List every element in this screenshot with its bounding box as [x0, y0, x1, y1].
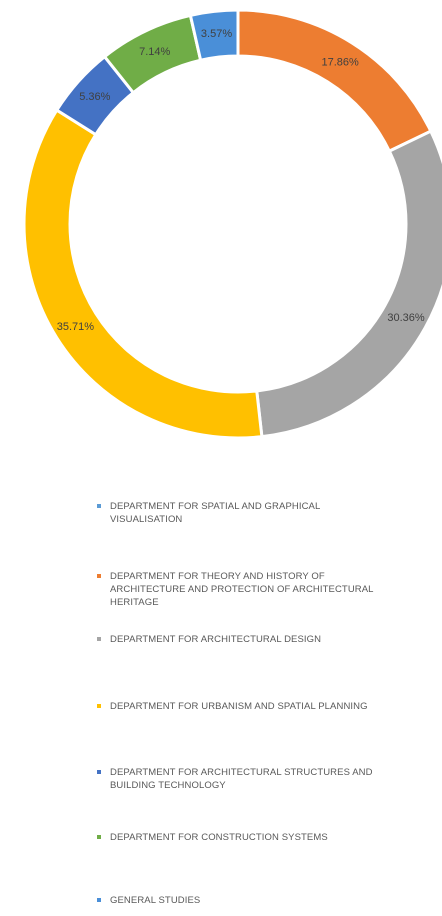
slice-data-label: 3.57%	[201, 28, 232, 40]
legend-marker	[97, 704, 101, 708]
donut-slice	[255, 129, 442, 439]
donut-slice	[236, 8, 433, 154]
legend-item: DEPARTMENT FOR ARCHITECTURAL STRUCTURES …	[97, 766, 424, 792]
slice-data-label: 35.71%	[57, 321, 95, 333]
slice-data-label: 17.86%	[322, 56, 360, 68]
legend-label: DEPARTMENT FOR ARCHITECTURAL STRUCTURES …	[110, 767, 373, 791]
legend-item: DEPARTMENT FOR ARCHITECTURAL DESIGN	[97, 633, 424, 646]
legend-marker	[97, 835, 101, 839]
donut-slice	[22, 108, 264, 440]
donut-chart-svg: 17.86% 30.36% 35.71% 5.36% 7.14% 3.57%	[22, 8, 442, 440]
legend-marker	[97, 504, 101, 508]
legend-label: DEPARTMENT FOR CONSTRUCTION SYSTEMS	[110, 832, 328, 843]
legend-label: DEPARTMENT FOR SPATIAL AND GRAPHICAL VIS…	[110, 501, 321, 525]
legend-marker	[97, 770, 101, 774]
legend-marker	[97, 637, 101, 641]
donut-chart: 17.86% 30.36% 35.71% 5.36% 7.14% 3.57%	[0, 0, 442, 450]
legend-item: GENERAL STUDIES	[97, 894, 424, 907]
slice-data-label: 30.36%	[387, 312, 425, 324]
slice-data-label: 5.36%	[79, 91, 110, 103]
legend-label: DEPARTMENT FOR THEORY AND HISTORY OF ARC…	[110, 571, 374, 608]
legend-label: DEPARTMENT FOR URBANISM AND SPATIAL PLAN…	[110, 701, 368, 712]
legend-label: GENERAL STUDIES	[110, 895, 201, 906]
legend-marker	[97, 574, 101, 578]
legend-item: DEPARTMENT FOR CONSTRUCTION SYSTEMS	[97, 831, 424, 844]
legend-item: DEPARTMENT FOR URBANISM AND SPATIAL PLAN…	[97, 700, 424, 713]
legend-label: DEPARTMENT FOR ARCHITECTURAL DESIGN	[110, 634, 322, 645]
donut-slice	[188, 8, 240, 63]
legend-item: DEPARTMENT FOR SPATIAL AND GRAPHICAL VIS…	[97, 500, 424, 526]
slice-data-label: 7.14%	[139, 46, 170, 58]
legend-marker	[97, 898, 101, 902]
legend-item: DEPARTMENT FOR THEORY AND HISTORY OF ARC…	[97, 570, 424, 609]
